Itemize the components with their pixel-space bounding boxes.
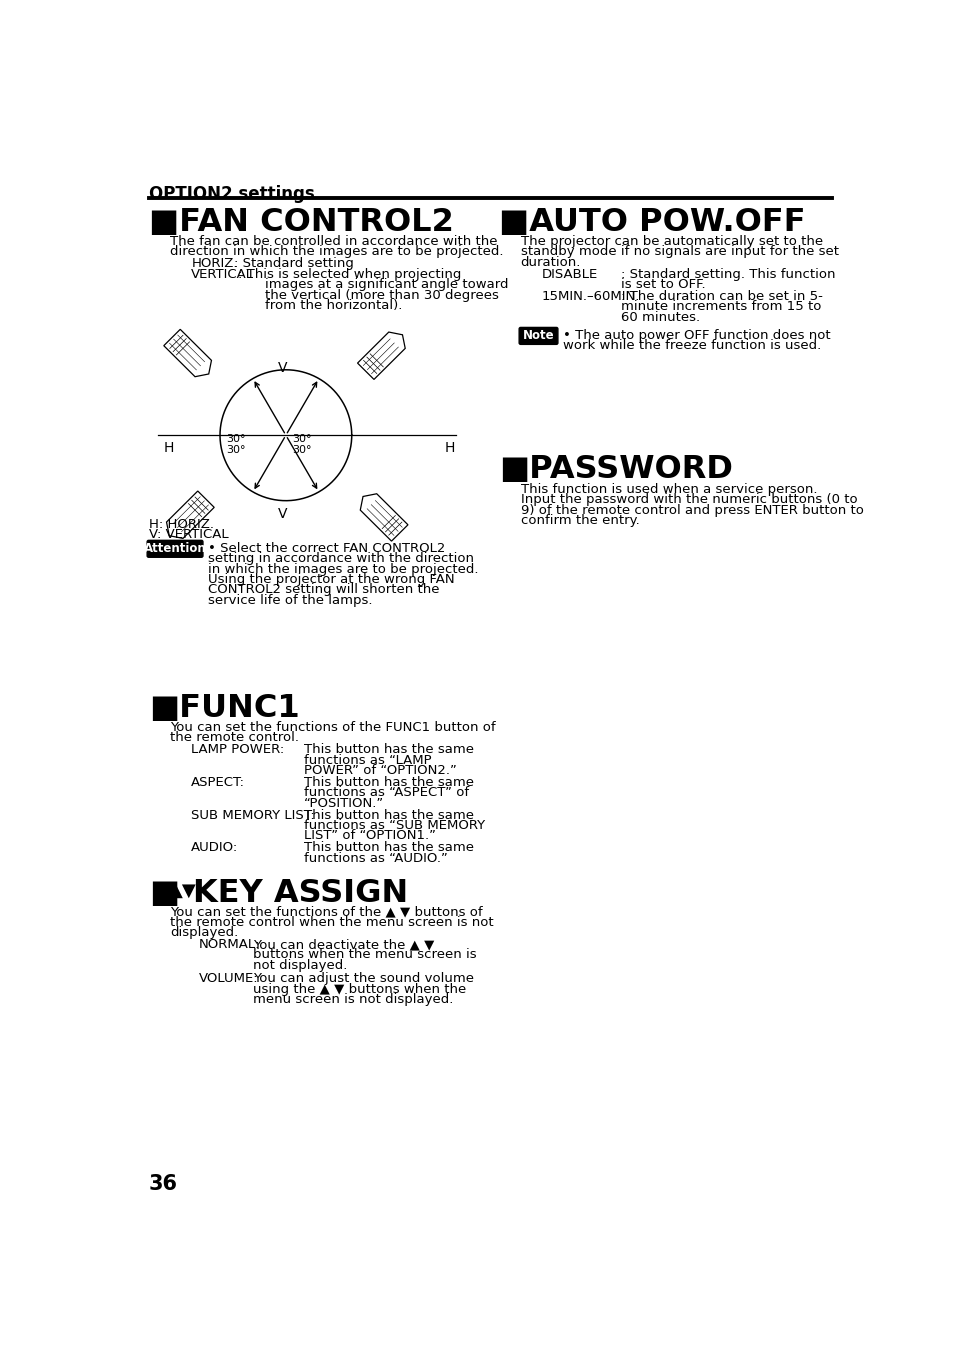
Text: H: HORIZ.: H: HORIZ. bbox=[149, 518, 213, 530]
Text: the remote control.: the remote control. bbox=[171, 731, 299, 745]
Text: 9) of the remote control and press ENTER button to: 9) of the remote control and press ENTER… bbox=[520, 503, 862, 517]
Text: minute increments from 15 to: minute increments from 15 to bbox=[620, 301, 821, 313]
Text: KEY ASSIGN: KEY ASSIGN bbox=[193, 878, 408, 909]
Text: NORMAL:: NORMAL: bbox=[199, 938, 260, 951]
Text: Using the projector at the wrong FAN: Using the projector at the wrong FAN bbox=[208, 573, 454, 585]
Text: functions as “LAMP: functions as “LAMP bbox=[303, 754, 431, 766]
Text: setting in accordance with the direction: setting in accordance with the direction bbox=[208, 552, 473, 565]
Text: VERTICAL: VERTICAL bbox=[192, 267, 254, 281]
Text: ■AUTO POW.OFF: ■AUTO POW.OFF bbox=[498, 206, 804, 237]
Text: ASPECT:: ASPECT: bbox=[192, 776, 245, 789]
Text: using the ▲ ▼ buttons when the: using the ▲ ▼ buttons when the bbox=[253, 982, 466, 996]
Text: This button has the same: This button has the same bbox=[303, 842, 474, 854]
Text: The fan can be controlled in accordance with the: The fan can be controlled in accordance … bbox=[171, 235, 497, 248]
Text: This button has the same: This button has the same bbox=[303, 808, 474, 822]
Text: DISABLE: DISABLE bbox=[541, 267, 598, 281]
Text: 60 minutes.: 60 minutes. bbox=[620, 310, 700, 324]
Text: : Standard setting: : Standard setting bbox=[233, 258, 354, 270]
Text: functions as “AUDIO.”: functions as “AUDIO.” bbox=[303, 851, 447, 865]
Text: You can deactivate the ▲ ▼: You can deactivate the ▲ ▼ bbox=[253, 938, 435, 951]
Text: work while the freeze function is used.: work while the freeze function is used. bbox=[562, 340, 820, 352]
Text: : The duration can be set in 5-: : The duration can be set in 5- bbox=[620, 290, 822, 304]
Text: buttons when the menu screen is: buttons when the menu screen is bbox=[253, 948, 476, 962]
Text: 15MIN.–60MIN.: 15MIN.–60MIN. bbox=[541, 290, 639, 304]
Text: in which the images are to be projected.: in which the images are to be projected. bbox=[208, 563, 477, 576]
Text: ■FAN CONTROL2: ■FAN CONTROL2 bbox=[149, 206, 453, 237]
Text: You can set the functions of the FUNC1 button of: You can set the functions of the FUNC1 b… bbox=[171, 720, 496, 734]
Text: not displayed.: not displayed. bbox=[253, 959, 347, 971]
Text: VOLUME:: VOLUME: bbox=[199, 973, 258, 985]
Text: • Select the correct FAN CONTROL2: • Select the correct FAN CONTROL2 bbox=[208, 542, 444, 554]
Text: This button has the same: This button has the same bbox=[303, 743, 474, 757]
Text: H: H bbox=[163, 441, 173, 455]
Text: the remote control when the menu screen is not: the remote control when the menu screen … bbox=[171, 916, 494, 928]
Text: “POSITION.”: “POSITION.” bbox=[303, 797, 383, 809]
Polygon shape bbox=[167, 491, 214, 538]
Text: ■PASSWORD: ■PASSWORD bbox=[498, 455, 732, 486]
Text: LAMP POWER:: LAMP POWER: bbox=[192, 743, 284, 757]
Text: H: H bbox=[444, 441, 455, 455]
Text: • The auto power OFF function does not: • The auto power OFF function does not bbox=[562, 329, 829, 341]
Text: OPTION2 settings: OPTION2 settings bbox=[149, 185, 314, 202]
Text: This function is used when a service person.: This function is used when a service per… bbox=[520, 483, 817, 496]
Text: LIST” of “OPTION1.”: LIST” of “OPTION1.” bbox=[303, 830, 436, 843]
Text: Input the password with the numeric buttons (0 to: Input the password with the numeric butt… bbox=[520, 494, 857, 506]
Text: ▲▼: ▲▼ bbox=[169, 882, 196, 900]
Text: : This is selected when projecting: : This is selected when projecting bbox=[237, 267, 460, 281]
Text: The projector can be automatically set to the: The projector can be automatically set t… bbox=[520, 235, 821, 248]
Text: This button has the same: This button has the same bbox=[303, 776, 474, 789]
Polygon shape bbox=[360, 494, 408, 541]
Text: V: V bbox=[277, 360, 287, 375]
Text: Attention: Attention bbox=[144, 541, 206, 554]
Text: confirm the entry.: confirm the entry. bbox=[520, 514, 639, 527]
Text: : Standard setting. This function: : Standard setting. This function bbox=[620, 267, 835, 281]
Text: 30°: 30° bbox=[226, 433, 245, 444]
Text: images at a significant angle toward: images at a significant angle toward bbox=[265, 278, 508, 291]
Text: You can set the functions of the ▲ ▼ buttons of: You can set the functions of the ▲ ▼ but… bbox=[171, 905, 482, 919]
Text: 30°: 30° bbox=[292, 433, 312, 444]
FancyBboxPatch shape bbox=[518, 328, 558, 344]
Text: from the horizontal).: from the horizontal). bbox=[265, 299, 402, 312]
Polygon shape bbox=[357, 332, 405, 379]
Text: HORIZ.: HORIZ. bbox=[192, 258, 237, 270]
Text: POWER” of “OPTION2.”: POWER” of “OPTION2.” bbox=[303, 764, 456, 777]
Text: service life of the lamps.: service life of the lamps. bbox=[208, 594, 372, 607]
Text: menu screen is not displayed.: menu screen is not displayed. bbox=[253, 993, 454, 1006]
Polygon shape bbox=[164, 329, 212, 376]
Text: duration.: duration. bbox=[520, 256, 580, 268]
Text: V: V bbox=[277, 507, 287, 521]
Text: You can adjust the sound volume: You can adjust the sound volume bbox=[253, 973, 474, 985]
Text: Note: Note bbox=[522, 329, 554, 341]
Text: displayed.: displayed. bbox=[171, 927, 238, 939]
FancyBboxPatch shape bbox=[147, 541, 203, 557]
Text: is set to OFF.: is set to OFF. bbox=[620, 278, 705, 291]
Text: CONTROL2 setting will shorten the: CONTROL2 setting will shorten the bbox=[208, 584, 438, 596]
Text: V: VERTICAL: V: VERTICAL bbox=[149, 527, 228, 541]
Text: the vertical (more than 30 degrees: the vertical (more than 30 degrees bbox=[265, 289, 498, 302]
Text: functions as “SUB MEMORY: functions as “SUB MEMORY bbox=[303, 819, 484, 832]
Text: AUDIO:: AUDIO: bbox=[192, 842, 238, 854]
Text: standby mode if no signals are input for the set: standby mode if no signals are input for… bbox=[520, 246, 838, 259]
Text: SUB MEMORY LIST:: SUB MEMORY LIST: bbox=[192, 808, 314, 822]
Text: functions as “ASPECT” of: functions as “ASPECT” of bbox=[303, 786, 468, 800]
Text: ■FUNC1: ■FUNC1 bbox=[149, 693, 299, 724]
Text: 30°: 30° bbox=[226, 445, 245, 455]
Text: direction in which the images are to be projected.: direction in which the images are to be … bbox=[171, 246, 503, 259]
Text: ■: ■ bbox=[149, 878, 179, 909]
Text: 36: 36 bbox=[149, 1175, 177, 1194]
Text: 30°: 30° bbox=[292, 445, 312, 455]
